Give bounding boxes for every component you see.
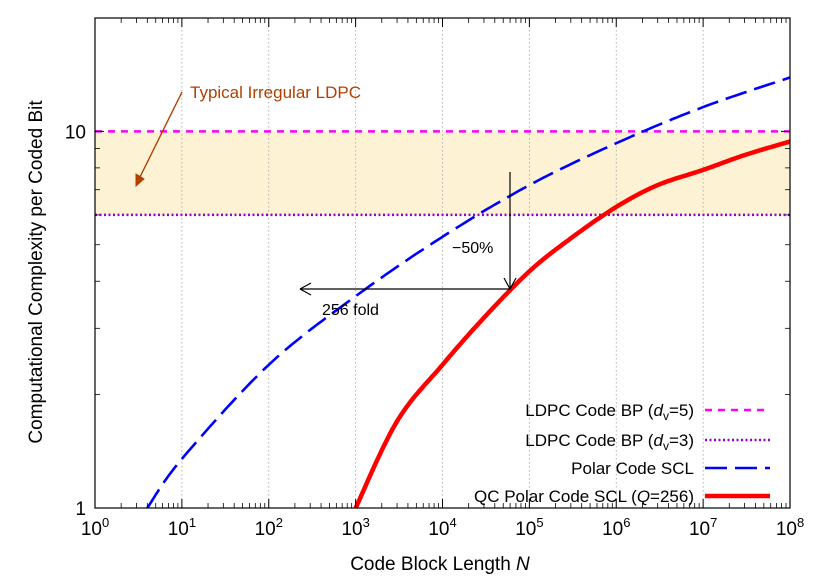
x-tick-label: 107 <box>689 515 717 540</box>
series-layer <box>95 76 791 510</box>
x-tick-label: 105 <box>515 515 543 540</box>
legend-ldpc-dv5-label: LDPC Code BP (dv=5) <box>525 401 694 423</box>
typical-ldpc-annotation: Typical Irregular LDPC <box>190 83 361 102</box>
qc-polar-scl-curve <box>353 139 791 510</box>
x-tick-label: 101 <box>168 515 196 540</box>
fold-arrowhead <box>299 282 312 296</box>
fold-label: 256 fold <box>322 302 379 319</box>
ticks: 100 101 102 103 104 105 106 107 108 1 10 <box>65 17 804 540</box>
typical-ldpc-arrowhead <box>135 173 145 188</box>
typical-ldpc-arrow <box>137 91 183 182</box>
legend: LDPC Code BP (dv=5) LDPC Code BP (dv=3) Po… <box>474 401 770 506</box>
reduction-arrowhead <box>503 277 517 290</box>
y-tick-label: 10 <box>65 122 86 143</box>
x-tick-label: 106 <box>602 515 630 540</box>
legend-ldpc-dv3-label: LDPC Code BP (dv=3) <box>525 431 694 453</box>
legend-qc-polar-scl-label: QC Polar Code SCL (Q=256) <box>474 487 694 506</box>
polar-scl-curve <box>146 76 791 509</box>
annotations: Typical Irregular LDPC 256 fold −50% <box>135 83 517 319</box>
legend-polar-scl-label: Polar Code SCL <box>571 459 694 478</box>
x-tick-label: 104 <box>428 515 456 540</box>
x-axis-label: Code Block Length N <box>350 554 530 575</box>
x-tick-label: 103 <box>341 515 369 540</box>
x-axis-label-var: N <box>516 554 530 575</box>
x-axis-label-text: Code Block Length <box>350 554 516 575</box>
shaded-band <box>95 131 790 215</box>
x-tick-label: 102 <box>255 515 283 540</box>
reduction-label: −50% <box>452 240 493 257</box>
x-tick-label: 100 <box>81 515 109 540</box>
ldpc-range-band <box>95 131 790 215</box>
x-tick-label: 108 <box>776 515 804 540</box>
y-tick-label: 1 <box>75 499 86 520</box>
y-axis-label: Computational Complexity per Coded Bit <box>26 100 47 444</box>
grid-lines <box>181 18 704 508</box>
